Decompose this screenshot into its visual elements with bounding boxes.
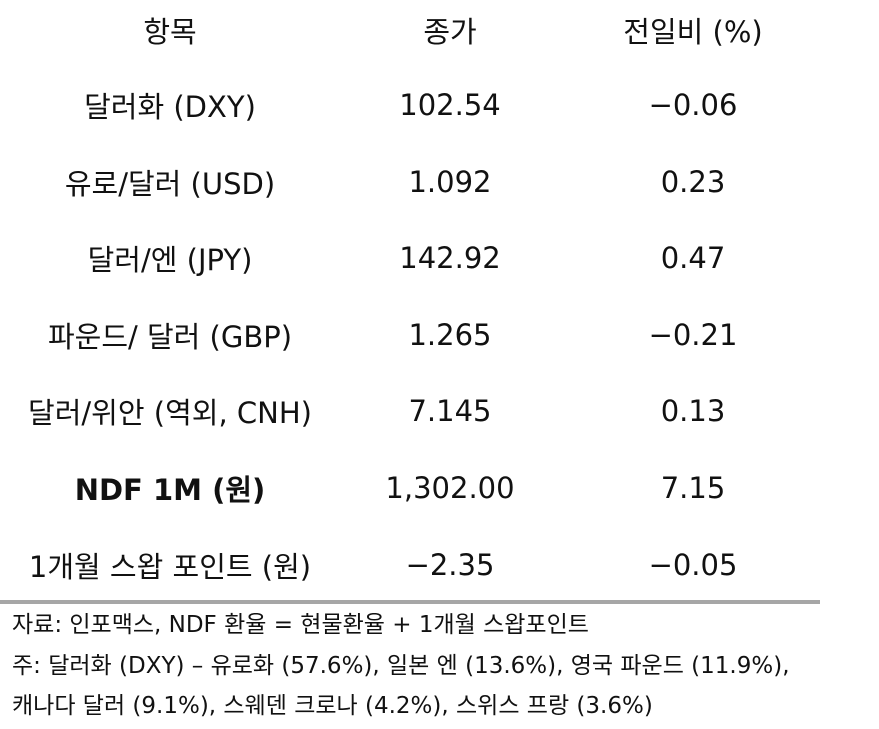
table-cell: NDF 1M (원) xyxy=(74,473,266,507)
table-cell: −0.21 xyxy=(648,317,738,352)
table-cell: −2.35 xyxy=(405,547,495,582)
table-cell: 0.23 xyxy=(660,164,726,199)
footnote: 자료: 인포맥스, NDF 환율 = 현물환율 + 1개월 스왑포인트 xyxy=(12,612,589,638)
table-cell: 7.145 xyxy=(408,394,492,429)
table-cell: 142.92 xyxy=(399,241,501,276)
table-cell: 달러화 (DXY) xyxy=(84,90,256,124)
table-cell: 1개월 스왑 포인트 (원) xyxy=(28,549,312,584)
table-cell: 달러/위안 (역외, CNH) xyxy=(28,396,312,431)
header-cell: 항목 xyxy=(143,15,197,49)
table-cell: 유로/달러 (USD) xyxy=(64,166,276,201)
footnote: 캐나다 달러 (9.1%), 스웨덴 크로나 (4.2%), 스위스 프랑 (3… xyxy=(12,693,653,719)
table-cell: 7.15 xyxy=(660,471,726,505)
table-cell: 102.54 xyxy=(399,88,501,122)
table-cell: 0.13 xyxy=(660,394,726,429)
table-cell: −0.05 xyxy=(648,547,738,582)
footnote: 주: 달러화 (DXY) – 유로화 (57.6%), 일본 엔 (13.6%)… xyxy=(12,652,790,679)
table-cell: 0.47 xyxy=(660,241,726,276)
table-cell: 1.092 xyxy=(408,164,492,199)
table-cell: 1.265 xyxy=(408,317,492,352)
header-cell: 종가 xyxy=(423,15,477,49)
header-cell: 전일비 (%) xyxy=(623,15,763,49)
table-cell: 달러/엔 (JPY) xyxy=(87,243,253,278)
separator xyxy=(0,600,820,604)
table-cell: −0.06 xyxy=(648,88,738,122)
table-cell: 1,302.00 xyxy=(385,471,515,505)
table-cell: 파운드/ 달러 (GBP) xyxy=(47,319,293,354)
